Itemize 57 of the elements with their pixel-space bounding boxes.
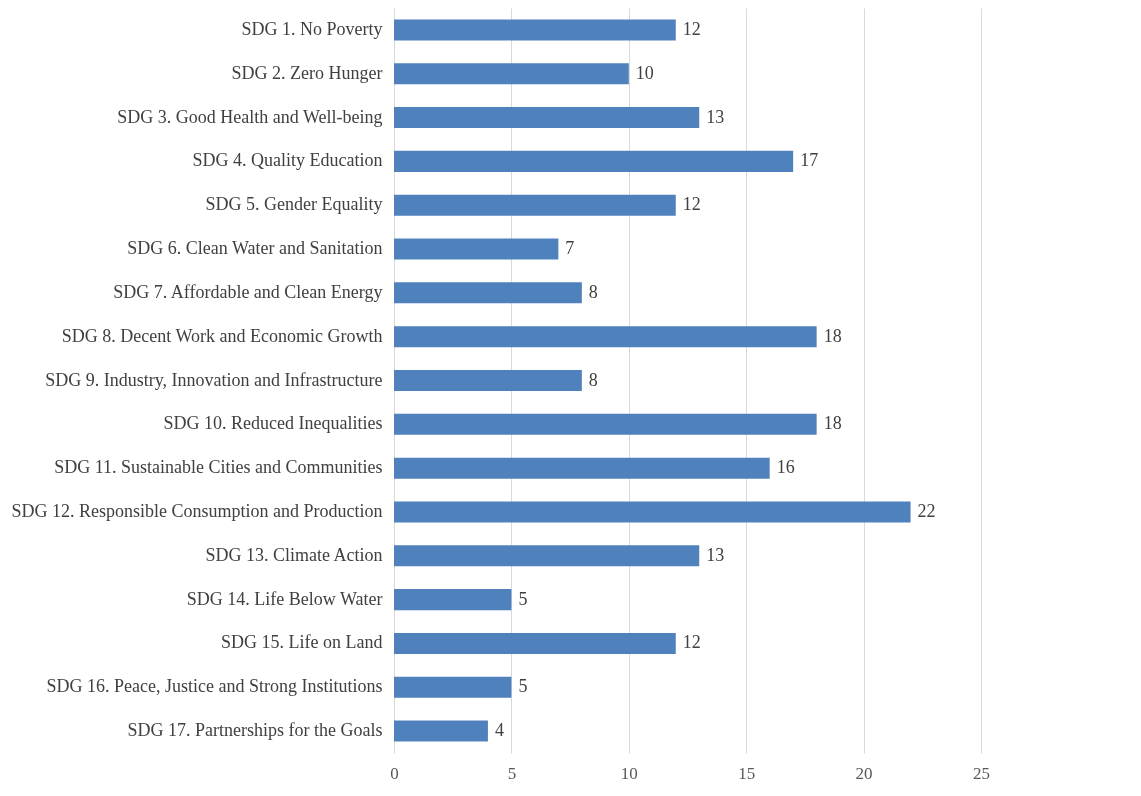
y-tick-label: SDG 17. Partnerships for the Goals [127,720,383,741]
data-label: 17 [800,150,819,171]
data-label: 13 [706,106,725,127]
y-tick-label: SDG 1. No Poverty [241,18,383,39]
y-tick-label: SDG 13. Climate Action [205,544,383,565]
data-label: 12 [682,194,701,215]
y-tick-label: SDG 2. Zero Hunger [231,62,383,83]
data-label: 7 [565,238,575,259]
y-tick-label: SDG 15. Life on Land [221,632,383,653]
bar [394,150,794,172]
y-tick-label: SDG 8. Decent Work and Economic Growth [61,325,383,346]
bar [394,413,817,435]
y-tick-label: SDG 11. Sustainable Cities and Communities [54,457,383,478]
x-tick-label: 0 [390,763,399,783]
y-tick-label: SDG 7. Affordable and Clean Energy [113,281,383,302]
y-tick-label: SDG 14. Life Below Water [186,588,383,609]
y-tick-label: SDG 10. Reduced Inequalities [163,413,383,434]
data-label: 5 [518,676,528,697]
bar [394,282,582,304]
y-tick-label: SDG 4. Quality Education [192,150,383,171]
data-label: 10 [635,62,654,83]
bar [394,720,488,742]
data-label: 16 [776,457,795,478]
x-tick-label: 10 [620,763,638,783]
bar [394,107,700,129]
data-label: 12 [682,18,701,39]
data-label: 8 [588,281,598,302]
bar [394,632,676,654]
bar [394,238,559,260]
data-label: 18 [823,413,842,434]
bar [394,19,676,41]
bar [394,194,676,216]
x-tick-label: 15 [738,763,756,783]
y-tick-label: SDG 3. Good Health and Well-being [117,106,383,127]
bar [394,589,512,611]
y-tick-label: SDG 9. Industry, Innovation and Infrastructure [45,369,383,390]
y-tick-label: SDG 6. Clean Water and Sanitation [127,238,383,259]
data-label: 18 [823,325,842,346]
x-tick-label: 20 [855,763,873,783]
data-label: 22 [917,500,936,521]
bar [394,676,512,698]
bar [394,457,770,479]
data-label: 5 [518,588,528,609]
y-tick-label: SDG 12. Responsible Consumption and Production [11,500,383,521]
y-tick-label: SDG 16. Peace, Justice and Strong Institutions [46,676,383,697]
bar [394,63,629,85]
data-label: 4 [494,720,504,741]
bar [394,326,817,348]
x-tick-label: 25 [973,763,990,783]
x-tick-label: 5 [507,763,517,783]
data-label: 13 [706,544,725,565]
bar [394,369,582,392]
bar [394,545,700,567]
data-label: 12 [682,632,701,653]
bar [394,501,911,523]
data-label: 8 [588,369,598,390]
y-tick-label: SDG 5. Gender Equality [205,194,383,215]
